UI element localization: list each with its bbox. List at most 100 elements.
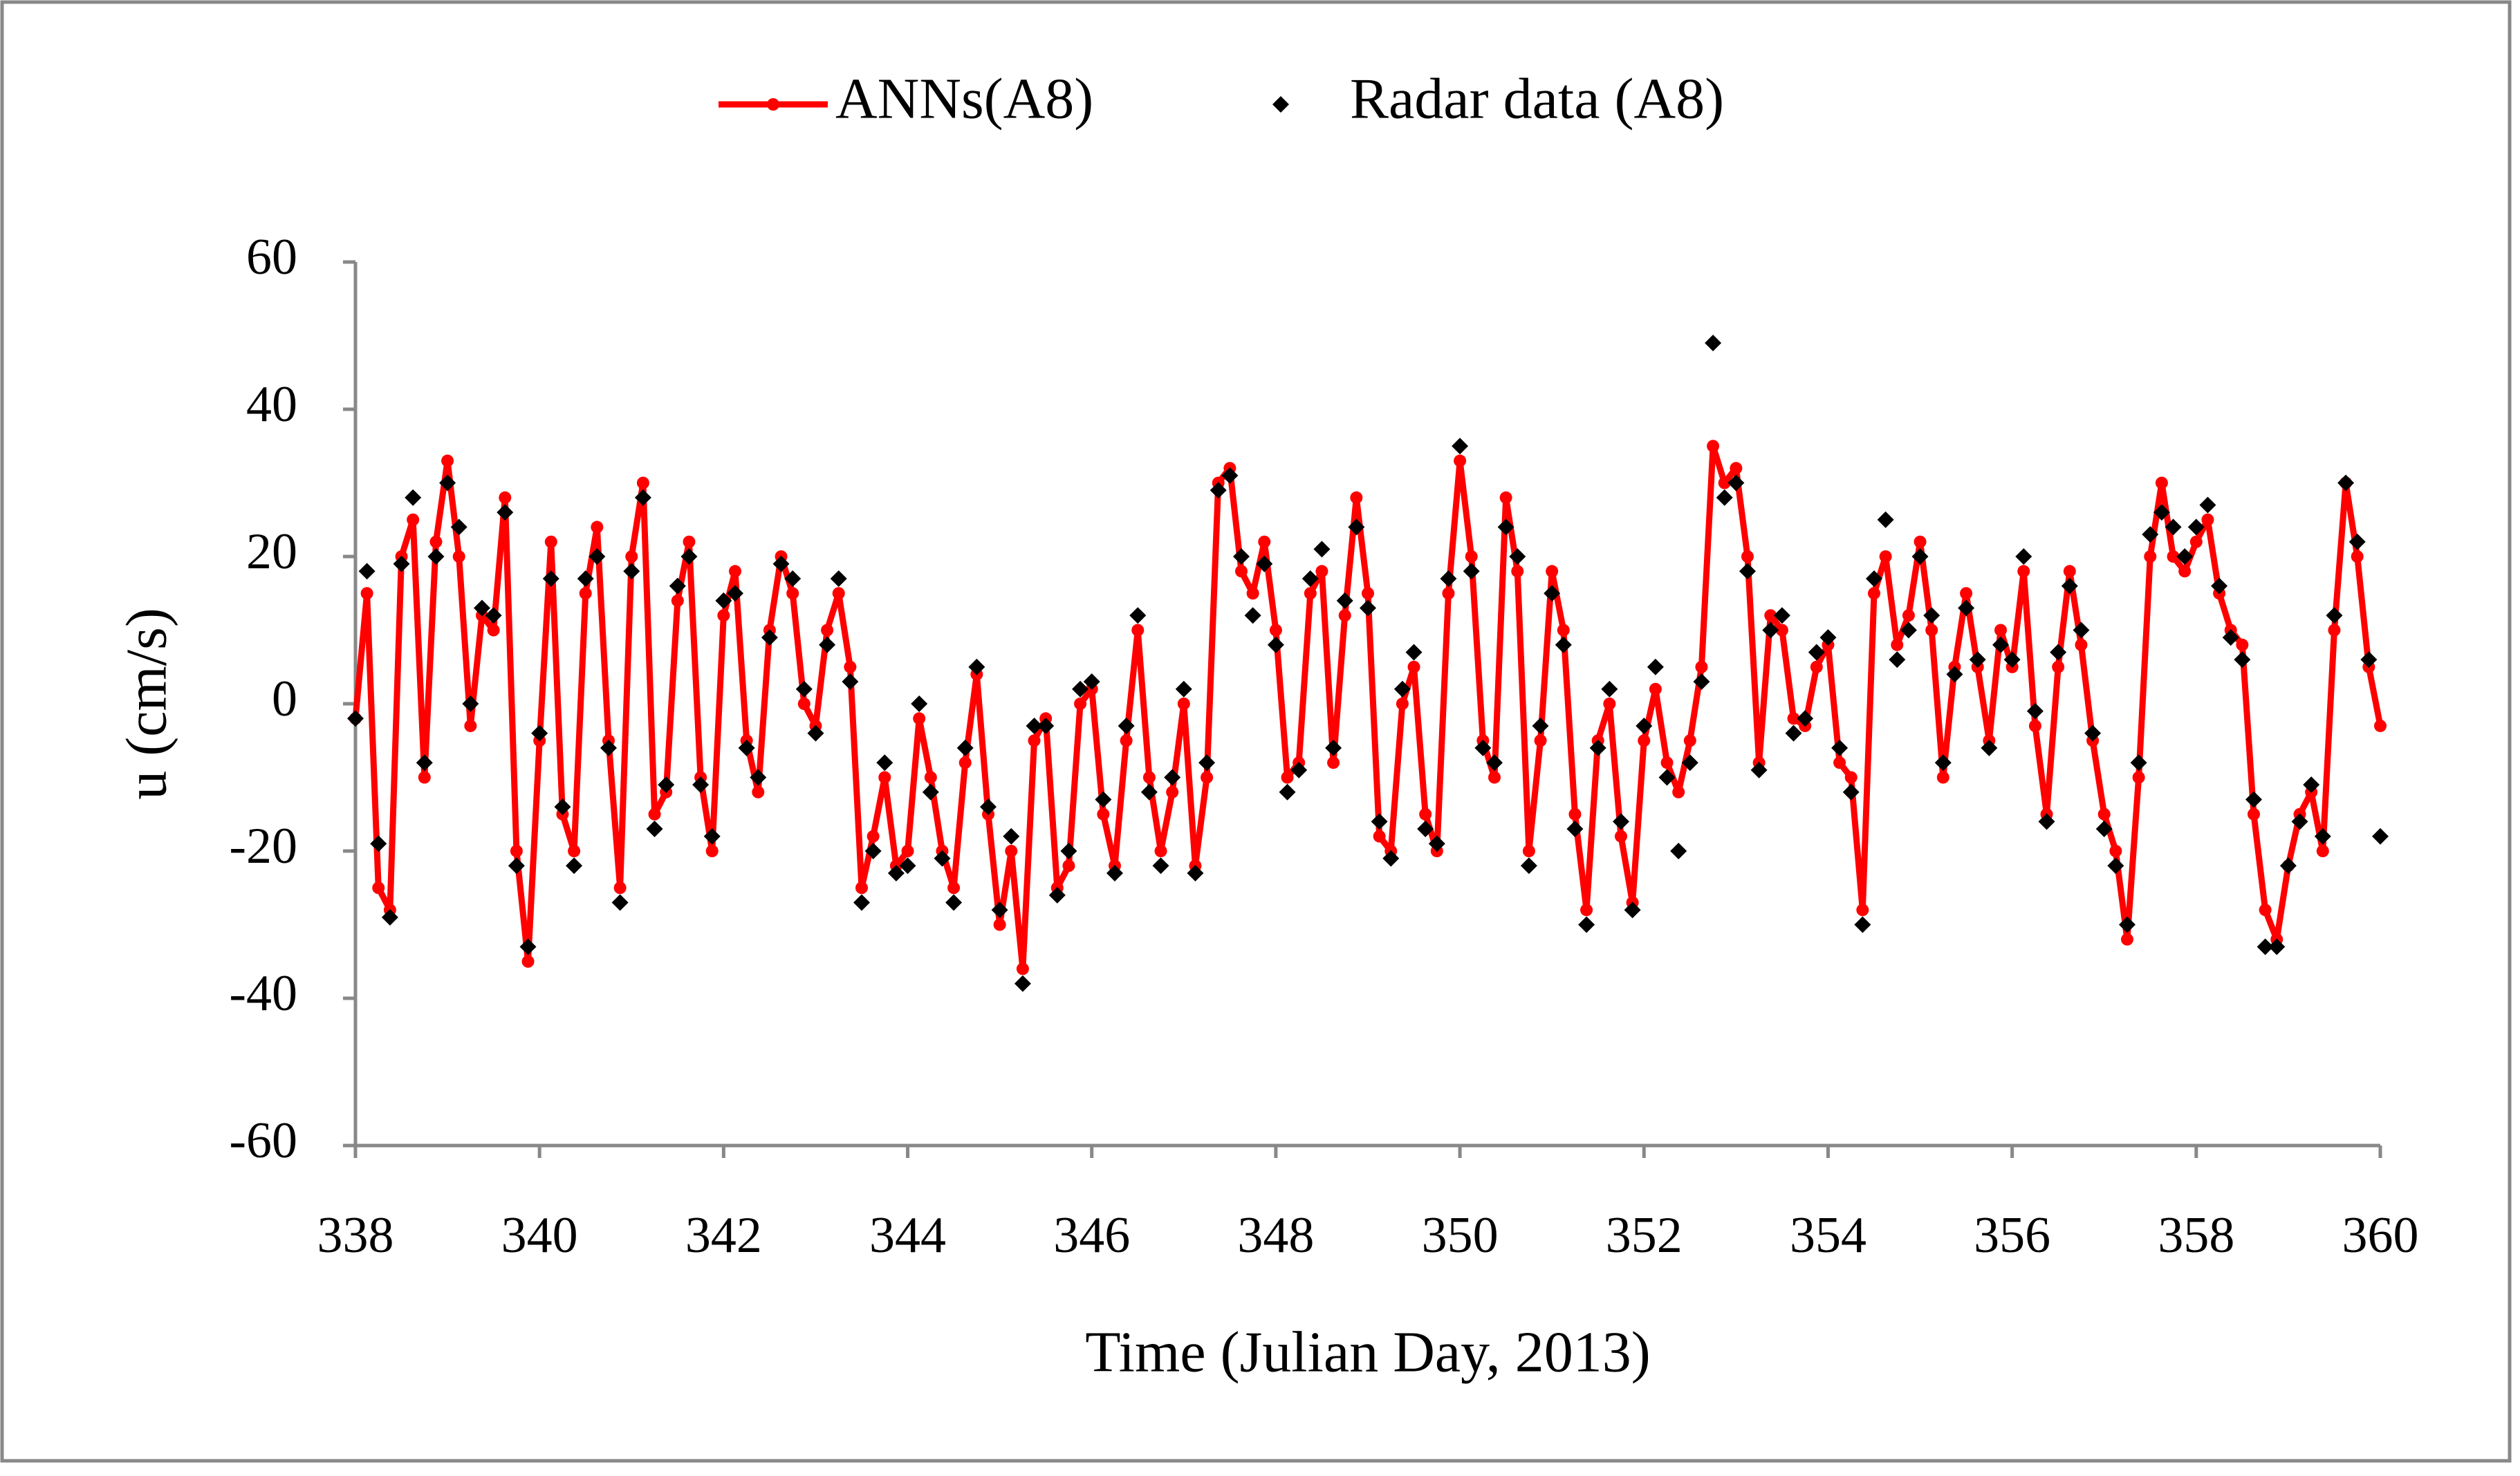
data-point [1166,785,1179,798]
data-point [1396,698,1409,710]
data-point [1037,717,1055,734]
data-point [2167,550,2180,563]
data-point [1658,769,1676,786]
data-point [566,857,583,875]
data-point [2073,622,2090,639]
data-point [1327,756,1340,769]
data-point [1235,565,1248,578]
data-point [2211,577,2228,595]
data-point [683,535,696,548]
data-point [1981,739,1998,756]
data-point [1707,440,1720,453]
x-tick-label: 350 [1422,1207,1499,1264]
data-point [2028,719,2041,732]
data-point [2291,813,2308,830]
data-point [474,599,490,617]
data-point [901,845,914,857]
data-point [1072,680,1089,698]
data-point [1797,710,1814,727]
data-point [1313,541,1331,558]
x-tick-label: 348 [1237,1207,1314,1264]
data-point [508,857,525,875]
data-point [1877,511,1894,528]
data-point [2187,519,2205,536]
data-point [1198,754,1216,772]
data-point [832,587,845,600]
data-point [2189,535,2203,548]
data-point [752,785,765,798]
data-point [499,491,512,504]
data-point [658,776,675,794]
data-point [611,894,629,911]
data-point [1201,771,1214,784]
x-tick-label: 342 [685,1207,762,1264]
y-tick-label: -40 [229,965,297,1022]
data-point [544,535,557,548]
data-point [1958,599,1975,617]
data-point [1819,629,1837,646]
x-axis-title: Time (Julian Day, 2013) [1085,1320,1650,1384]
data-point [2360,651,2378,669]
data-point [591,521,604,534]
data-point [370,835,387,852]
data-point [1074,698,1087,710]
data-point [2107,857,2124,875]
data-point [1557,624,1570,637]
data-point [1969,651,1986,669]
data-point [1891,638,1904,651]
data-point [1705,335,1722,352]
x-tick-label: 360 [2342,1207,2419,1264]
data-point [1636,717,1653,734]
data-point [1131,624,1145,637]
data-point [671,594,684,607]
data-point [1405,644,1423,661]
data-point [1785,725,1802,742]
data-point [1269,624,1282,637]
data-point [2245,791,2262,808]
data-point [2176,548,2194,565]
data-point [1808,644,1825,661]
y-tick-label: 40 [246,376,297,433]
data-point [2268,938,2286,955]
data-point [2257,938,2274,955]
data-point [1499,491,1512,504]
data-point [844,660,857,673]
data-point [1638,734,1651,747]
data-point [738,739,755,756]
data-point [1911,548,1929,565]
data-point [2279,857,2297,875]
data-point [429,535,443,548]
data-point [1649,682,1662,695]
data-point [427,548,445,565]
data-point [1129,607,1147,624]
data-point [1866,570,1882,587]
data-point [1336,592,1353,609]
x-tick-label: 352 [1606,1207,1683,1264]
legend-label: Radar data (A8) [1350,66,1724,131]
data-point [487,624,500,637]
data-point [1762,622,1779,639]
data-point [2374,719,2387,732]
data-point [2222,629,2239,646]
data-point [2201,513,2214,526]
data-point [1568,807,1582,821]
data-point [1258,535,1271,548]
data-point [554,798,571,816]
data-point [878,771,891,784]
data-point [993,918,1006,931]
data-point [1244,607,1261,624]
data-point [784,570,802,587]
data-point [968,658,985,675]
data-point [1028,734,1041,747]
data-point [1936,771,1949,784]
data-point [452,550,465,563]
data-point [1175,680,1192,698]
data-point [2003,651,2021,669]
data-point [1440,570,1457,587]
x-tick-label: 344 [869,1207,946,1264]
data-point [2178,565,2192,578]
data-point [1914,535,1927,548]
data-point [991,902,1008,919]
data-point [497,504,514,521]
data-point [1741,550,1754,563]
